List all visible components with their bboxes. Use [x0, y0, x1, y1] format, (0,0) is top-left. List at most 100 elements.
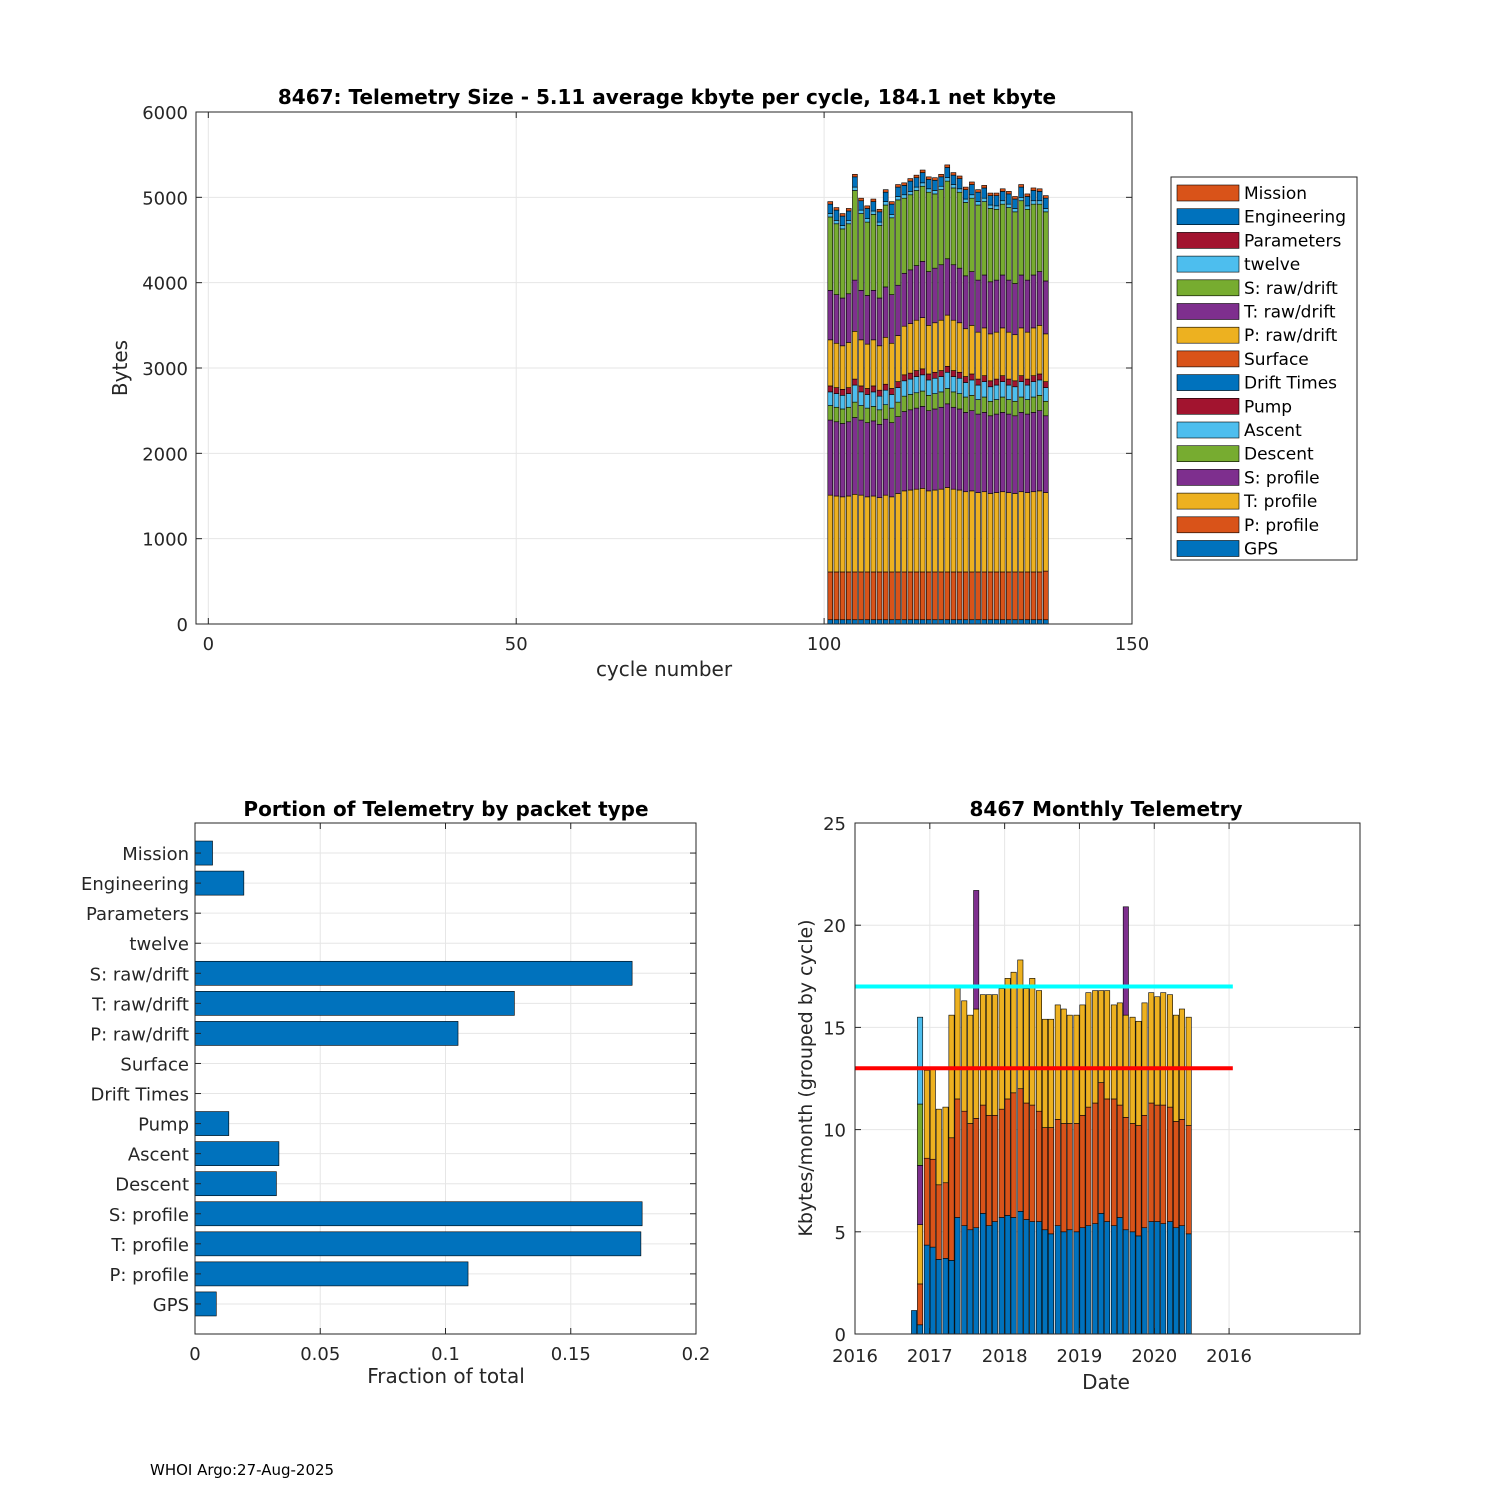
top-bar-segment	[944, 258, 951, 316]
br-bar-segment	[1110, 1225, 1117, 1335]
top-bar-segment	[987, 386, 994, 402]
top-bar-segment	[1036, 373, 1043, 381]
top-bar-segment	[932, 489, 938, 573]
br-bar-segment	[942, 1258, 949, 1335]
top-bar-segment	[1030, 200, 1037, 205]
bl-x-tick-label: 0.05	[300, 1344, 340, 1365]
top-bar-segment	[1012, 196, 1018, 200]
top-bar-segment	[1024, 619, 1031, 625]
top-legend-swatch	[1176, 445, 1240, 463]
top-bar-segment	[932, 619, 938, 625]
top-bar-segment	[913, 619, 920, 625]
br-bar-segment	[954, 1217, 961, 1335]
top-bar-segment	[913, 370, 920, 377]
top-bar-segment	[852, 384, 858, 403]
top-bar-segment	[932, 371, 938, 379]
top-bar-segment	[956, 393, 963, 410]
top-bar-segment	[944, 619, 951, 625]
top-bar-segment	[1030, 571, 1037, 621]
top-chart-title: 8467: Telemetry Size - 5.11 average kbyt…	[278, 85, 1056, 109]
top-bar-segment	[932, 322, 938, 373]
top-bar-segment	[876, 221, 883, 226]
top-bar-segment	[969, 490, 975, 573]
bl-category-label: T: profile	[110, 1235, 189, 1256]
top-bar-segment	[833, 387, 840, 394]
br-bar-segment	[1160, 992, 1167, 1106]
top-bar-segment	[999, 491, 1006, 573]
top-bar-segment	[919, 406, 926, 489]
top-bar-segment	[827, 385, 834, 393]
top-bar-segment	[987, 281, 994, 335]
top-bar-segment	[839, 423, 846, 498]
top-bar-segment	[833, 207, 840, 211]
top-bar-segment	[839, 215, 846, 226]
top-bar-segment	[889, 407, 895, 423]
top-bar-segment	[1024, 413, 1031, 493]
br-bar-segment	[973, 1227, 980, 1335]
top-bar-segment	[956, 571, 963, 621]
top-bar-segment	[962, 412, 969, 493]
top-bar-segment	[852, 619, 858, 625]
top-x-tick-label: 0	[203, 634, 214, 655]
top-bar-segment	[1018, 186, 1024, 198]
top-bar-segment	[864, 407, 870, 423]
top-bar-segment	[1024, 279, 1031, 333]
top-bar-segment	[981, 375, 987, 382]
top-legend-label: P: profile	[1244, 516, 1319, 536]
br-bar-segment	[1148, 992, 1155, 1104]
br-bar-segment	[1116, 1002, 1123, 1106]
top-bar-segment	[950, 370, 957, 377]
top-bar-segment	[1030, 274, 1037, 329]
top-bar-segment	[1043, 197, 1049, 209]
top-bar-segment	[907, 194, 914, 271]
top-bar-segment	[889, 342, 895, 389]
top-bar-segment	[870, 201, 877, 212]
top-bar-segment	[981, 187, 987, 199]
top-bar-segment	[944, 177, 951, 182]
top-bar-segment	[827, 419, 834, 496]
bl-bar	[194, 1021, 459, 1046]
br-bar-segment	[1141, 1114, 1148, 1229]
top-bar-segment	[1043, 195, 1049, 199]
top-bar-segment	[845, 421, 852, 497]
br-bar-segment	[917, 1224, 924, 1285]
br-bar-segment	[1098, 1213, 1105, 1335]
br-bar-segment	[1178, 1119, 1185, 1226]
top-bar-segment	[827, 391, 834, 406]
top-bar-segment	[926, 191, 932, 272]
br-bar-segment	[1122, 1117, 1129, 1231]
top-bar-segment	[1030, 619, 1037, 625]
top-bar-segment	[999, 327, 1006, 376]
top-bar-segment	[981, 201, 987, 276]
top-legend-swatch	[1176, 279, 1240, 297]
top-bar-segment	[926, 490, 932, 573]
top-legend-swatch	[1176, 255, 1240, 273]
br-bar-segment	[917, 1165, 924, 1225]
br-y-tick-label: 10	[823, 1121, 846, 1142]
br-bar-segment	[923, 1070, 930, 1159]
br-bar-segment	[998, 1217, 1005, 1335]
top-bar-segment	[876, 208, 883, 213]
br-bar-segment	[1110, 1004, 1117, 1100]
top-bar-segment	[876, 211, 883, 223]
top-legend-label: Mission	[1244, 184, 1307, 204]
top-bar-segment	[827, 201, 834, 205]
br-bar-segment	[1135, 1235, 1142, 1335]
br-bar-segment	[929, 1246, 936, 1335]
top-bar-segment	[969, 395, 975, 411]
top-bar-segment	[839, 228, 846, 299]
top-bar-segment	[870, 495, 877, 573]
br-bar-segment	[1048, 1127, 1054, 1235]
telemetry-size-chart: 0 50 100 150 0 1000 2000 3000 4000 5000 6000 8467:…	[108, 85, 1358, 681]
br-bar-segment	[1104, 1098, 1111, 1222]
br-bar-segment	[1048, 1018, 1054, 1128]
top-bar-segment	[956, 267, 963, 324]
top-bar-segment	[950, 376, 957, 393]
br-x-tick-label: 2016	[1206, 1346, 1252, 1367]
top-bar-segment	[975, 619, 981, 625]
top-bar-segment	[938, 185, 944, 190]
top-legend-label: twelve	[1244, 255, 1300, 275]
br-bar-segment	[1154, 1221, 1161, 1335]
top-bar-segment	[882, 189, 889, 193]
top-bar-segment	[889, 388, 895, 395]
